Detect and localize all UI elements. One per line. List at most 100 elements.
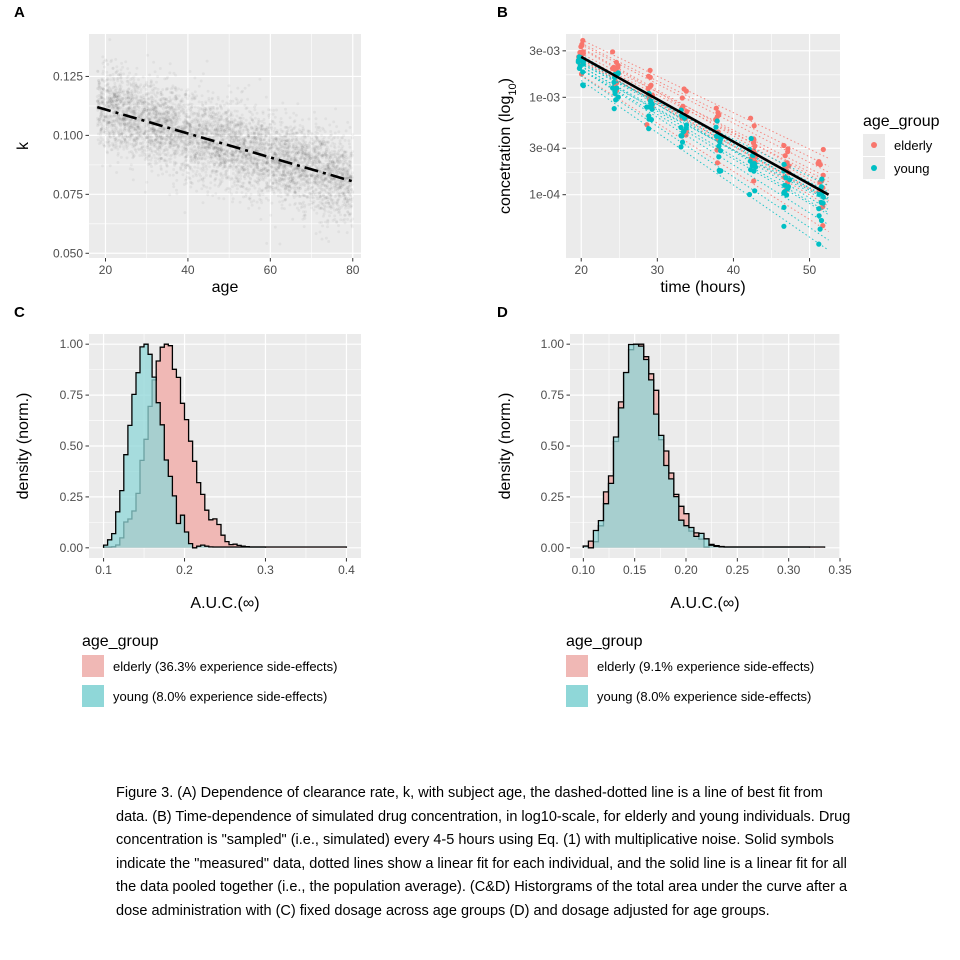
data-point	[287, 184, 291, 188]
data-point	[293, 140, 297, 144]
data-point	[314, 161, 318, 165]
data-point	[142, 151, 146, 155]
data-point	[243, 162, 246, 166]
data-point	[200, 125, 204, 129]
data-point	[184, 135, 188, 139]
data-point	[197, 124, 201, 128]
data-point	[191, 138, 195, 142]
data-point	[242, 175, 246, 179]
data-point	[140, 146, 143, 150]
data-point	[289, 157, 293, 161]
data-point	[274, 144, 278, 148]
data-point	[197, 138, 201, 142]
data-point	[306, 181, 310, 185]
data-point	[130, 76, 134, 80]
data-point	[319, 186, 323, 190]
data-point	[233, 131, 237, 135]
data-point	[327, 240, 331, 243]
data-point	[182, 124, 186, 128]
data-point	[112, 104, 115, 108]
data-point	[324, 201, 328, 205]
data-point	[204, 170, 208, 174]
data-point	[346, 191, 350, 195]
data-point	[127, 87, 131, 91]
data-point	[267, 172, 271, 176]
data-point	[309, 174, 313, 178]
data-point	[174, 161, 178, 165]
data-point	[299, 206, 303, 210]
data-point	[241, 89, 245, 93]
data-point	[204, 173, 208, 177]
data-point	[240, 113, 244, 117]
data-point	[204, 141, 208, 145]
data-point	[262, 172, 266, 175]
data-point	[257, 126, 261, 130]
data-point	[210, 132, 214, 136]
data-point	[253, 108, 257, 112]
data-point	[293, 155, 297, 159]
data-point	[189, 132, 193, 136]
data-point	[162, 131, 166, 135]
data-point	[192, 156, 196, 160]
data-point	[100, 126, 104, 130]
data-point	[125, 135, 129, 139]
data-point	[111, 95, 115, 99]
data-point	[276, 169, 279, 173]
data-point	[248, 196, 252, 200]
data-point	[117, 73, 120, 77]
data-point	[170, 106, 174, 109]
data-point	[257, 178, 261, 182]
data-point	[111, 73, 115, 76]
data-point	[320, 189, 324, 193]
data-point	[188, 128, 192, 132]
data-point	[119, 101, 123, 105]
data-point	[195, 136, 199, 140]
data-point	[265, 159, 269, 163]
data-point	[332, 190, 336, 194]
data-point	[189, 112, 193, 116]
data-point	[225, 136, 229, 140]
data-point	[180, 134, 184, 138]
data-point	[241, 161, 245, 165]
scatter-points	[95, 38, 355, 246]
data-point	[100, 110, 104, 114]
data-point	[147, 102, 151, 106]
data-point	[147, 111, 151, 115]
data-point	[105, 123, 109, 126]
data-point	[173, 139, 177, 143]
data-point	[274, 186, 278, 190]
data-point	[239, 177, 243, 181]
data-point	[260, 189, 264, 193]
data-point	[204, 102, 208, 105]
data-point	[350, 204, 354, 207]
data-point	[159, 104, 162, 108]
data-point	[334, 180, 338, 184]
data-point	[211, 142, 215, 146]
data-point	[311, 142, 314, 146]
data-point	[265, 156, 269, 160]
data-point	[201, 140, 205, 144]
data-point	[165, 164, 169, 167]
data-point	[193, 105, 197, 109]
data-point	[205, 127, 209, 131]
data-point	[255, 162, 259, 166]
data-point	[270, 201, 274, 205]
data-point	[319, 174, 323, 178]
data-point	[319, 142, 322, 146]
data-point	[349, 197, 353, 201]
data-point	[142, 132, 146, 136]
data-point	[262, 118, 266, 121]
data-point	[103, 119, 107, 123]
data-point	[315, 148, 319, 151]
data-point	[237, 170, 241, 174]
data-point	[232, 139, 236, 143]
data-point	[326, 153, 330, 157]
data-point	[259, 198, 263, 202]
data-point	[190, 133, 194, 137]
data-point	[338, 139, 342, 143]
data-point	[116, 79, 120, 83]
data-point	[184, 138, 188, 142]
data-point	[170, 153, 174, 157]
data-point	[214, 154, 218, 158]
data-point	[254, 180, 258, 184]
